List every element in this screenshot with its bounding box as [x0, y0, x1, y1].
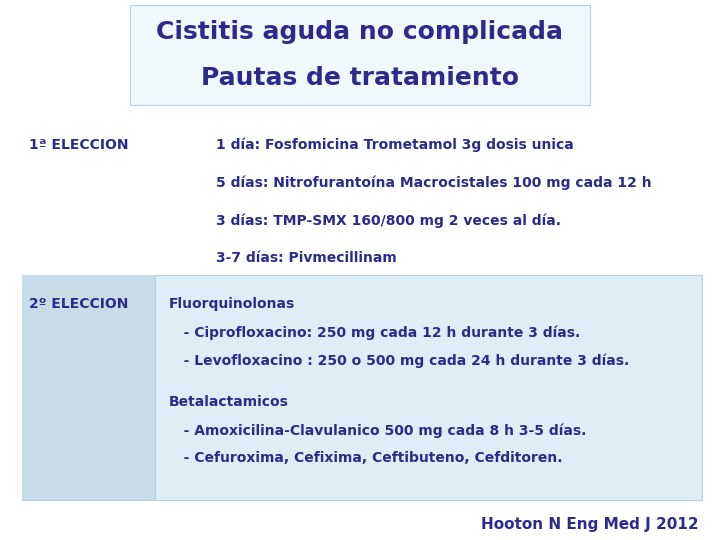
Text: 5 días: Nitrofurantoína Macrocistales 100 mg cada 12 h: 5 días: Nitrofurantoína Macrocistales 10… — [216, 176, 652, 190]
Text: Fluorquinolonas: Fluorquinolonas — [169, 297, 295, 311]
Text: Hooton N Eng Med J 2012: Hooton N Eng Med J 2012 — [481, 517, 698, 532]
Text: Pautas de tratamiento: Pautas de tratamiento — [201, 66, 519, 90]
FancyBboxPatch shape — [130, 5, 590, 105]
FancyBboxPatch shape — [22, 275, 702, 500]
Text: - Ciprofloxacino: 250 mg cada 12 h durante 3 días.: - Ciprofloxacino: 250 mg cada 12 h duran… — [169, 325, 580, 340]
Text: 3 días: TMP-SMX 160/800 mg 2 veces al día.: 3 días: TMP-SMX 160/800 mg 2 veces al dí… — [216, 213, 561, 228]
Text: 1ª ELECCION: 1ª ELECCION — [29, 138, 128, 152]
Text: Betalactamicos: Betalactamicos — [169, 395, 289, 409]
Text: - Amoxicilina-Clavulanico 500 mg cada 8 h 3-5 días.: - Amoxicilina-Clavulanico 500 mg cada 8 … — [169, 423, 587, 438]
Text: 2º ELECCION: 2º ELECCION — [29, 297, 128, 311]
Text: - Cefuroxima, Cefixima, Ceftibuteno, Cefditoren.: - Cefuroxima, Cefixima, Ceftibuteno, Cef… — [169, 451, 563, 465]
Text: 3-7 días: Pivmecillinam: 3-7 días: Pivmecillinam — [216, 251, 397, 265]
Text: 1 día: Fosfomicina Trometamol 3g dosis unica: 1 día: Fosfomicina Trometamol 3g dosis u… — [216, 138, 574, 152]
Text: - Levofloxacino : 250 o 500 mg cada 24 h durante 3 días.: - Levofloxacino : 250 o 500 mg cada 24 h… — [169, 353, 629, 368]
Text: Cistitis aguda no complicada: Cistitis aguda no complicada — [156, 21, 564, 44]
FancyBboxPatch shape — [22, 275, 155, 500]
